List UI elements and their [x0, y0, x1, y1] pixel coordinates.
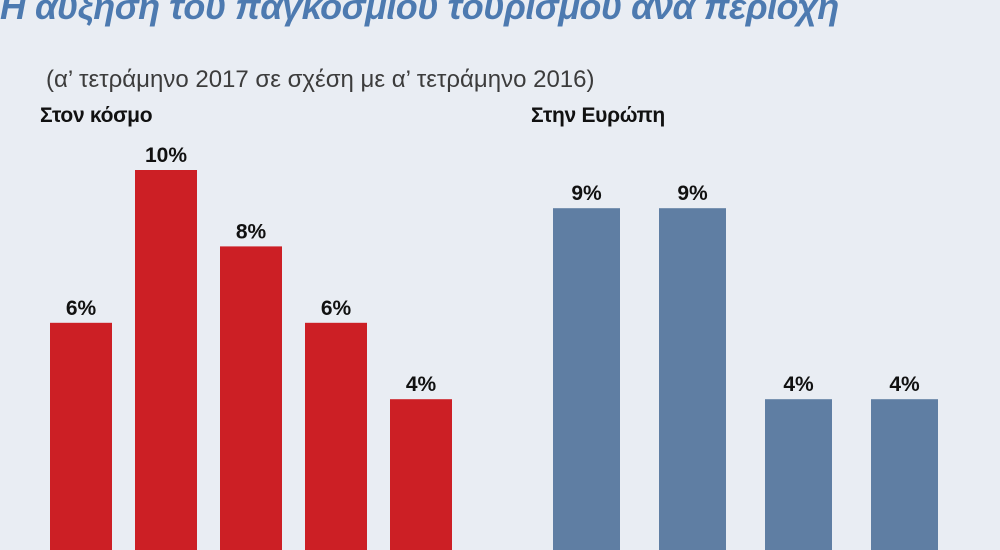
bar-world-3 — [220, 246, 282, 550]
bar-label-europe-1: 9% — [571, 182, 602, 205]
bar-europe-2 — [659, 208, 726, 550]
bar-label-europe-3: 4% — [783, 373, 814, 396]
chart-title: Η αύξηση του παγκόσμιου τουρισμού ανά πε… — [0, 0, 839, 27]
bar-label-world-1: 6% — [66, 297, 97, 320]
bar-world-2 — [135, 170, 197, 550]
panel-title-europe: Στην Ευρώπη — [531, 104, 665, 127]
chart-subtitle: (α’ τετράμηνο 2017 σε σχέση με α’ τετράμ… — [46, 66, 595, 93]
bar-label-world-4: 6% — [321, 297, 352, 320]
bar-label-europe-4: 4% — [889, 373, 920, 396]
bar-world-5 — [390, 399, 452, 550]
bar-europe-1 — [553, 208, 620, 550]
bar-europe-4 — [871, 399, 938, 550]
panel-title-world: Στον κόσμο — [40, 104, 153, 127]
bar-label-europe-2: 9% — [677, 182, 708, 205]
bar-world-4 — [305, 322, 367, 550]
bar-label-world-5: 4% — [406, 373, 437, 396]
bar-label-world-2: 10% — [145, 144, 187, 167]
bar-label-world-3: 8% — [236, 220, 267, 243]
bar-europe-3 — [765, 399, 832, 550]
bar-world-1 — [50, 322, 112, 550]
